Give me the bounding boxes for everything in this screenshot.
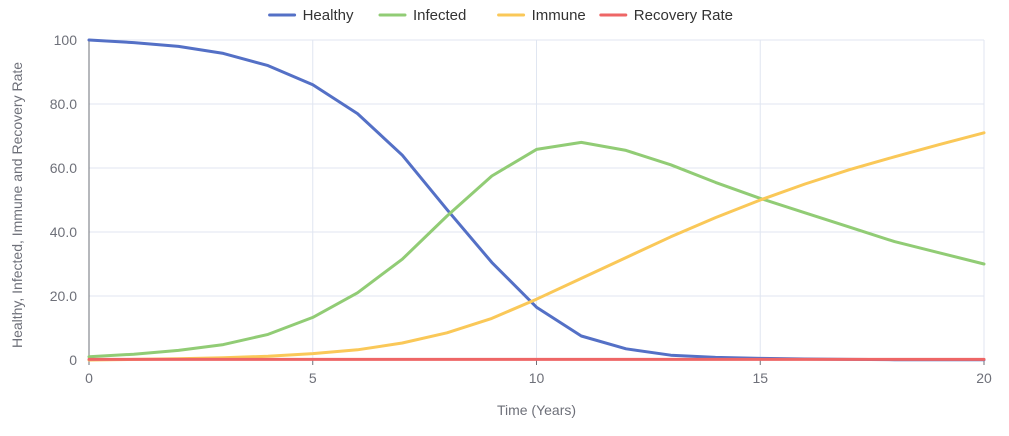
series-line-immune (87, 131, 986, 362)
grid-lines (89, 39, 985, 361)
x-tick-label: 20 (976, 370, 992, 386)
y-tick-label: 60.0 (50, 160, 77, 176)
legend-item-recovery-rate[interactable]: Recovery Rate (599, 7, 733, 24)
series-line-infected (87, 140, 986, 359)
legend-label: Immune (532, 7, 586, 24)
x-tick-label: 0 (85, 370, 93, 386)
y-tick-label: 20.0 (50, 288, 77, 304)
y-tick-label: 40.0 (50, 224, 77, 240)
legend-item-healthy[interactable]: Healthy (268, 7, 354, 24)
x-tick-label: 10 (529, 370, 545, 386)
legend-item-infected[interactable]: Infected (378, 7, 466, 24)
legend-label: Healthy (303, 7, 354, 24)
legend[interactable]: Healthy Infected Immune Recovery Rate (268, 7, 733, 24)
x-axis-title: Time (Years) (497, 402, 576, 418)
x-axis: 0 5 10 15 20 (85, 359, 992, 386)
legend-label: Recovery Rate (634, 7, 733, 24)
series-layer (87, 38, 986, 362)
x-tick-label: 5 (309, 370, 317, 386)
legend-label: Infected (413, 7, 466, 24)
x-tick-label: 15 (752, 370, 768, 386)
y-tick-label: 100 (54, 32, 78, 48)
y-tick-label: 80.0 (50, 96, 77, 112)
y-axis: 0 20.0 40.0 60.0 80.0 100 (50, 32, 90, 368)
y-axis-title: Healthy, Infected, Immune and Recovery R… (9, 62, 25, 348)
y-tick-label: 0 (69, 352, 77, 368)
legend-item-immune[interactable]: Immune (497, 7, 586, 24)
